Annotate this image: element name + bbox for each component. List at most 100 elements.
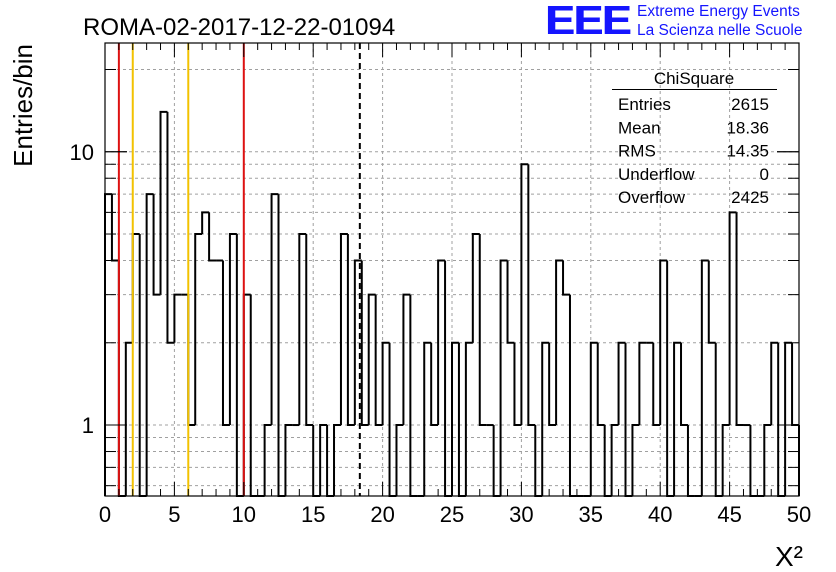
histogram-bin [110,194,119,262]
histogram-bin [221,260,230,427]
y-tick-label: 10 [70,140,94,165]
histogram-bin [714,342,723,497]
histogram-bin [117,260,126,497]
histogram-bin [437,259,446,426]
histogram-bin [201,211,210,235]
histogram-bin [124,341,133,496]
stats-label: Underflow [618,165,695,184]
stats-label: RMS [618,142,656,161]
stats-title: ChiSquare [654,69,734,88]
x-tick-label: 10 [232,502,256,527]
stats-label: Mean [618,118,661,137]
histogram-bin [728,211,737,426]
histogram-bin [187,294,196,427]
logo-line-2: La Scienza nelle Scuole [637,22,803,39]
histogram-bin [499,259,508,496]
histogram-bin [159,110,168,295]
histogram-bin [721,424,730,496]
histogram-bin [319,424,328,496]
histogram-bin [763,424,772,496]
histogram-bin [346,234,355,427]
histogram-bin [777,342,786,497]
histogram-bin [409,294,418,497]
stats-box: ChiSquare Entries 2615 Mean 18.36 RMS 14.35 Un… [612,69,777,207]
x-tick-label: 35 [579,502,603,527]
histogram-bin [478,234,487,427]
histogram-bin [707,260,716,344]
x-tick-label: 15 [301,502,325,527]
stats-label: Entries [618,95,671,114]
histogram-bin [430,342,439,427]
histogram-bin [659,259,668,426]
histogram-bin [541,341,550,496]
stats-value: 2425 [731,188,769,207]
histogram-bin [652,342,661,427]
stats-value: 14.35 [726,142,769,161]
x-tick-label: 25 [440,502,464,527]
axes-frame [104,42,800,497]
histogram-bin [298,233,307,426]
histogram-bin [444,260,452,497]
histogram-bin [617,341,626,426]
histogram-bin [360,260,369,427]
histogram-bin [673,341,682,496]
histogram-bin [506,260,515,344]
histogram-bin [700,259,709,496]
histogram-bin [666,260,675,497]
chart-title: ROMA-02-2017-12-22-01094 [83,14,395,41]
histogram-bin [631,424,640,496]
x-tick-label: 45 [717,502,741,527]
histogram-bin [270,193,279,426]
histogram-bin [568,294,577,497]
histogram-bin [208,212,217,262]
histogram-bin [194,233,203,426]
histogram-bin [173,293,182,343]
histogram-bin [152,194,161,296]
histogram-bin [131,233,140,343]
histogram-bin [263,424,272,496]
histogram-bin [735,212,744,427]
histogram-bin [235,234,244,497]
histogram-bin [527,164,536,427]
reference-lines [117,43,361,496]
histogram-bin [145,193,154,496]
histogram-bin [353,259,362,426]
histogram-bin [513,342,522,427]
histogram-bin [228,233,237,426]
x-tick-label: 5 [168,502,180,527]
stats-value: 18.36 [726,118,769,137]
histogram-bin [464,341,473,496]
x-tick-label: 20 [370,502,394,527]
histogram-bin [104,193,112,496]
histogram-bin [589,341,598,496]
grid-lines [105,43,799,496]
histogram-bin [638,341,647,426]
histogram-bin [555,259,564,426]
histogram-bin [333,424,341,496]
histogram-bin [596,342,605,427]
histogram-bin [388,342,397,497]
histogram-bin [305,234,314,427]
histogram-bin [402,293,411,426]
tick-labels: 0 5 10 15 20 25 30 35 40 45 50 1 10 [70,140,812,527]
x-axis-label: X² [775,541,803,572]
histogram-bin [610,424,619,496]
stats-label: Overflow [618,188,686,207]
y-tick-label: 1 [82,413,94,438]
stats-value: 0 [760,165,769,184]
x-tick-label: 0 [99,502,111,527]
histogram-bin [381,341,390,426]
histogram-bin [548,342,557,427]
histogram-bin [791,342,799,427]
histogram-bin [624,342,633,497]
histogram-bin [339,233,348,426]
histogram-bin [166,111,175,344]
logo-line-1: Extreme Energy Events [637,3,800,20]
histogram-bin [249,294,258,497]
histogram-bin [367,293,376,426]
histogram-bin [520,163,529,426]
y-axis-label: Entries/bin [8,44,38,167]
histogram-bin [395,424,404,496]
histogram-bin [784,341,793,496]
